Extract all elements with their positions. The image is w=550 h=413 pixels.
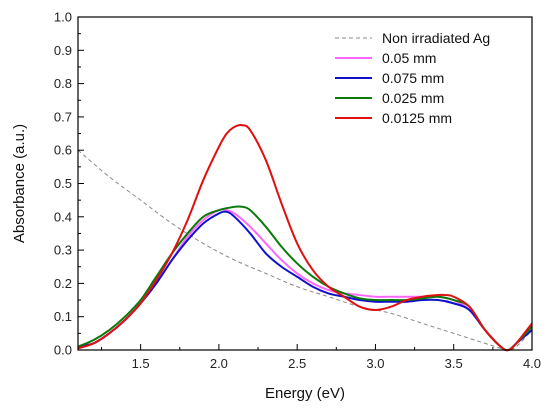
plot-lines [77, 124, 533, 352]
series-line-0-0125-mm [77, 124, 533, 352]
y-tick-label: 1.0 [54, 10, 72, 25]
y-tick-label: 0.8 [54, 76, 72, 91]
x-tick-label: 3.5 [445, 356, 463, 371]
series-line-0-05-mm [77, 208, 533, 352]
y-tick-label: 0.3 [54, 243, 72, 258]
plot-frame [77, 16, 533, 351]
legend-label-0-025-mm: 0.025 mm [382, 90, 444, 106]
x-tick-label: 2.0 [210, 356, 228, 371]
legend-label-non-irradiated-ag: Non irradiated Ag [382, 30, 490, 46]
legend-label-0-0125-mm: 0.0125 mm [382, 110, 452, 126]
y-tick-label: 0.4 [54, 209, 72, 224]
y-axis-label: Absorbance (a.u.) [11, 124, 28, 243]
x-axis: 1.5 2.0 2.5 3.0 3.5 4.0 [100, 344, 541, 371]
y-tick-label: 0.0 [54, 343, 72, 358]
y-axis: 0.0 0.1 0.2 0.3 0.4 0.5 0.6 0.7 0.8 0.9 1.0 [54, 10, 84, 358]
x-tick-label: 4.0 [523, 356, 541, 371]
y-tick-label: 0.2 [54, 276, 72, 291]
x-tick-label: 1.5 [132, 356, 150, 371]
series-line-0-075-mm [77, 210, 533, 352]
y-tick-label: 0.1 [54, 309, 72, 324]
series-line-non-irradiated-ag [77, 149, 533, 351]
y-tick-label: 0.6 [54, 143, 72, 158]
legend: Non irradiated Ag 0.05 mm 0.075 mm 0.025 mm… [335, 30, 490, 126]
x-tick-label: 2.5 [288, 356, 306, 371]
y-tick-label: 0.9 [54, 43, 72, 58]
legend-label-0-05-mm: 0.05 mm [382, 50, 436, 66]
y-tick-label: 0.7 [54, 109, 72, 124]
x-axis-label: Energy (eV) [265, 385, 345, 402]
x-tick-label: 3.0 [366, 356, 384, 371]
y-tick-label: 0.5 [54, 176, 72, 191]
legend-label-0-075-mm: 0.075 mm [382, 70, 444, 86]
